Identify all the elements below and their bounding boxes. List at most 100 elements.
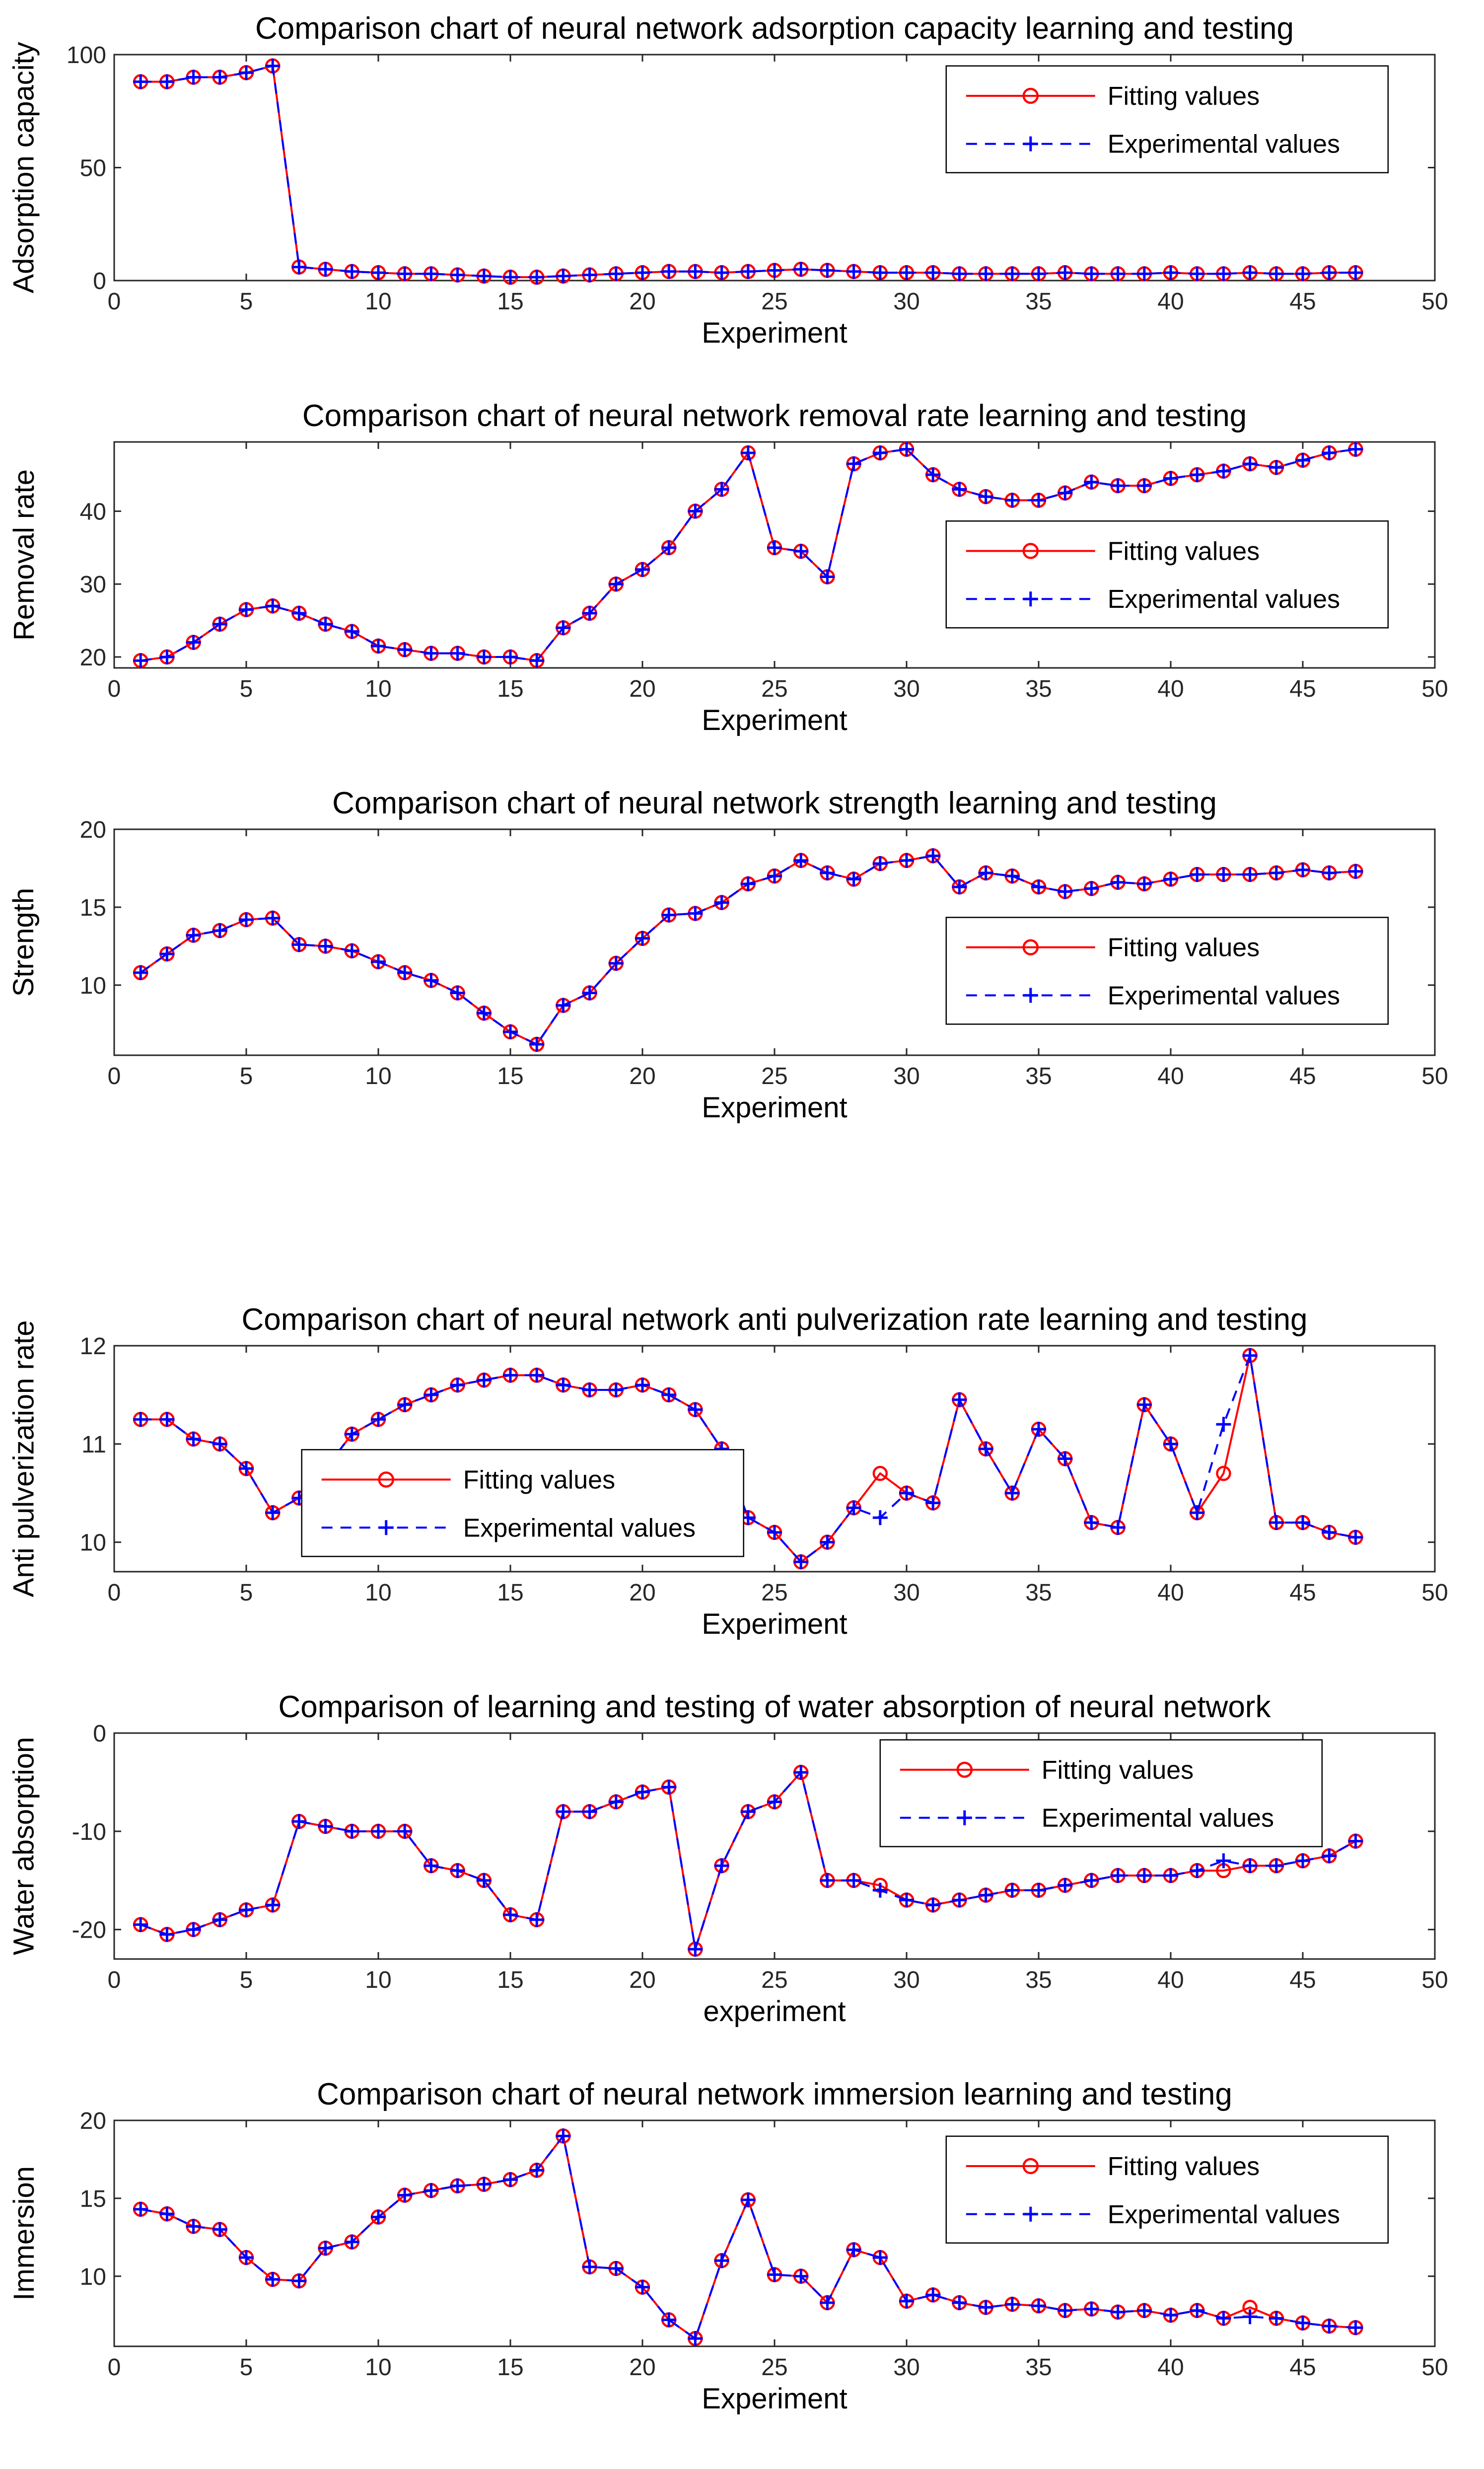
x-tick-label: 5 bbox=[240, 1580, 253, 1606]
x-axis-label: Experiment bbox=[702, 1091, 848, 1124]
legend: Fitting values Experimental values bbox=[945, 2135, 1389, 2244]
chart-water-absorption: Comparison of learning and testing of wa… bbox=[0, 1686, 1484, 2073]
x-tick-label: 50 bbox=[1421, 1063, 1448, 1089]
x-tick-label: 20 bbox=[629, 676, 655, 702]
y-ticks: 0 50 100 bbox=[67, 42, 1435, 294]
x-tick-label: 35 bbox=[1025, 676, 1052, 702]
x-axis-label: Experiment bbox=[702, 704, 848, 736]
series-experimental bbox=[133, 1765, 1363, 1957]
y-tick-label: 15 bbox=[80, 2186, 106, 2212]
plot-canvas: 0 5 10 15 20 25 30 35 40 45 50 10 15 20 Fitting values… bbox=[80, 817, 1448, 1089]
y-tick-label: -10 bbox=[72, 1819, 106, 1845]
x-tick-label: 25 bbox=[761, 1063, 787, 1089]
x-tick-label: 10 bbox=[365, 2354, 391, 2381]
y-tick-label: -20 bbox=[72, 1917, 106, 1944]
x-tick-label: 10 bbox=[365, 1580, 391, 1606]
series-experimental bbox=[133, 58, 1363, 285]
x-tick-label: 15 bbox=[497, 2354, 523, 2381]
x-tick-label: 20 bbox=[629, 1967, 655, 1993]
x-tick-label: 50 bbox=[1421, 2354, 1448, 2381]
x-axis-label: Experiment bbox=[702, 1608, 848, 1640]
x-tick-label: 15 bbox=[497, 676, 523, 702]
y-ticks: 10 11 12 bbox=[80, 1333, 1435, 1556]
x-tick-label: 30 bbox=[893, 2354, 919, 2381]
x-tick-label: 30 bbox=[893, 1967, 919, 1993]
legend: Fitting values Experimental values bbox=[301, 1449, 744, 1557]
x-ticks: 0 5 10 15 20 25 30 35 40 45 50 bbox=[108, 55, 1448, 315]
x-tick-label: 10 bbox=[365, 676, 391, 702]
legend-entry-label: Experimental values bbox=[1042, 1804, 1274, 1833]
x-tick-label: 40 bbox=[1157, 1063, 1184, 1089]
x-tick-label: 35 bbox=[1025, 1063, 1052, 1089]
x-tick-label: 5 bbox=[240, 1063, 253, 1089]
y-tick-label: 20 bbox=[80, 645, 106, 671]
x-axis-label: experiment bbox=[703, 1995, 846, 2028]
chart-anti-pulverization-rate: Comparison chart of neural network anti … bbox=[0, 1299, 1484, 1686]
y-tick-label: 0 bbox=[93, 1721, 106, 1747]
x-ticks: 0 5 10 15 20 25 30 35 40 45 50 bbox=[108, 2120, 1448, 2381]
y-tick-label: 0 bbox=[93, 268, 106, 294]
chart-strength: Comparison chart of neural network stren… bbox=[0, 782, 1484, 1169]
x-tick-label: 15 bbox=[497, 1967, 523, 1993]
x-tick-label: 25 bbox=[761, 1967, 787, 1993]
plot-canvas: 0 5 10 15 20 25 30 35 40 45 50 20 30 40 Fitting values… bbox=[80, 441, 1448, 702]
y-tick-label: 10 bbox=[80, 973, 106, 999]
y-tick-label: 30 bbox=[80, 572, 106, 598]
y-tick-label: 10 bbox=[80, 1530, 106, 1556]
x-tick-label: 40 bbox=[1157, 1967, 1184, 1993]
x-ticks: 0 5 10 15 20 25 30 35 40 45 50 bbox=[108, 1733, 1448, 1993]
x-tick-label: 15 bbox=[497, 289, 523, 315]
legend-entry-label: Experimental values bbox=[1108, 981, 1340, 1010]
legend-entry-label: Experimental values bbox=[463, 1514, 696, 1542]
x-tick-label: 40 bbox=[1157, 1580, 1184, 1606]
legend-entry-label: Experimental values bbox=[1108, 585, 1340, 614]
x-tick-label: 20 bbox=[629, 2354, 655, 2381]
x-tick-label: 35 bbox=[1025, 1580, 1052, 1606]
x-tick-label: 40 bbox=[1157, 676, 1184, 702]
y-tick-label: 20 bbox=[80, 2108, 106, 2134]
x-tick-label: 5 bbox=[240, 289, 253, 315]
y-tick-label: 20 bbox=[80, 817, 106, 843]
x-tick-label: 35 bbox=[1025, 289, 1052, 315]
chart-title: Comparison of learning and testing of wa… bbox=[278, 1690, 1271, 1724]
plot-canvas: 0 5 10 15 20 25 30 35 40 45 50 10 15 20 Fitting values… bbox=[80, 2108, 1448, 2381]
chart-title: Comparison chart of neural network anti … bbox=[241, 1303, 1308, 1337]
x-tick-label: 5 bbox=[240, 1967, 253, 1993]
legend: Fitting values Experimental values bbox=[945, 917, 1389, 1025]
legend-entry-label: Fitting values bbox=[1042, 1756, 1194, 1785]
x-ticks: 0 5 10 15 20 25 30 35 40 45 50 bbox=[108, 1346, 1448, 1606]
x-axis-label: Experiment bbox=[702, 317, 848, 349]
series-experimental bbox=[133, 441, 1363, 668]
x-tick-label: 45 bbox=[1289, 1967, 1316, 1993]
chart-immersion: Comparison chart of neural network immer… bbox=[0, 2073, 1484, 2461]
x-tick-label: 25 bbox=[761, 289, 787, 315]
y-tick-label: 10 bbox=[80, 2264, 106, 2290]
x-tick-label: 15 bbox=[497, 1580, 523, 1606]
x-tick-label: 45 bbox=[1289, 1063, 1316, 1089]
y-tick-label: 12 bbox=[80, 1333, 106, 1360]
x-tick-label: 0 bbox=[108, 1580, 121, 1606]
figure-gap bbox=[0, 1169, 1484, 1299]
legend-entry-label: Fitting values bbox=[1108, 537, 1260, 566]
chart-title: Comparison chart of neural network immer… bbox=[317, 2077, 1232, 2111]
y-tick-label: 15 bbox=[80, 895, 106, 921]
y-tick-label: 11 bbox=[81, 1432, 106, 1458]
y-tick-label: 40 bbox=[80, 499, 106, 525]
x-tick-label: 10 bbox=[365, 1967, 391, 1993]
series-experimental bbox=[133, 2128, 1363, 2346]
series-experimental bbox=[133, 848, 1363, 1052]
x-tick-label: 15 bbox=[497, 1063, 523, 1089]
x-tick-label: 10 bbox=[365, 289, 391, 315]
x-ticks: 0 5 10 15 20 25 30 35 40 45 50 bbox=[108, 829, 1448, 1089]
x-tick-label: 30 bbox=[893, 1063, 919, 1089]
y-tick-label: 50 bbox=[80, 155, 106, 182]
y-ticks: 10 15 20 bbox=[80, 2108, 1435, 2290]
x-tick-label: 5 bbox=[240, 2354, 253, 2381]
x-tick-label: 25 bbox=[761, 2354, 787, 2381]
x-tick-label: 0 bbox=[108, 676, 121, 702]
x-tick-label: 0 bbox=[108, 1967, 121, 1993]
x-tick-label: 50 bbox=[1421, 676, 1448, 702]
y-ticks: 10 15 20 bbox=[80, 817, 1435, 999]
x-ticks: 0 5 10 15 20 25 30 35 40 45 50 bbox=[108, 442, 1448, 702]
